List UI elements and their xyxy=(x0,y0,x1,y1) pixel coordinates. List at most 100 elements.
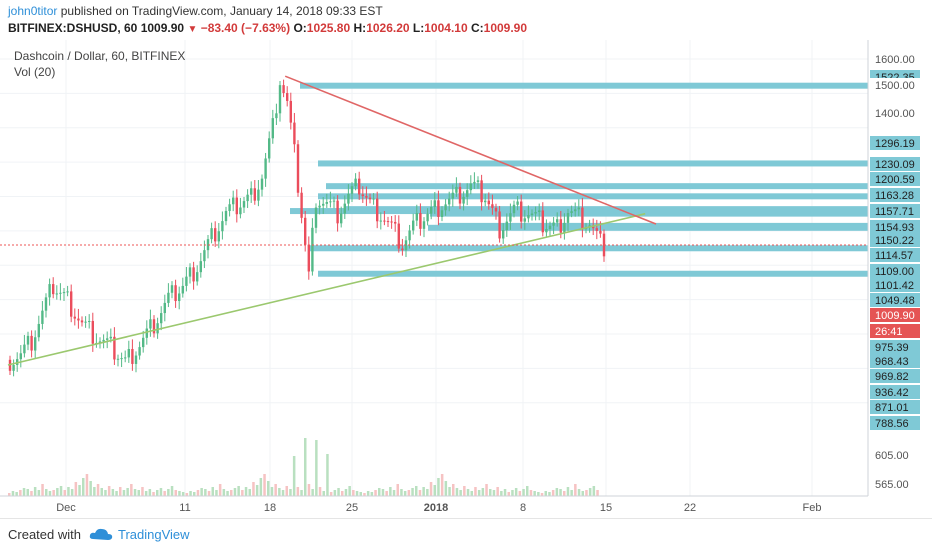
candle-body xyxy=(242,201,246,208)
candle-body xyxy=(275,113,278,119)
chart-legend: Dashcoin / Dollar, 60, BITFINEX Vol (20) xyxy=(14,48,185,80)
candle-body xyxy=(401,248,404,251)
candle-body xyxy=(516,201,519,205)
candle-body xyxy=(311,227,314,272)
legend-volume: Vol (20) xyxy=(14,65,56,79)
candle-body xyxy=(534,211,537,214)
candle-body xyxy=(390,221,393,223)
volume-bar xyxy=(370,492,374,496)
volume-bar xyxy=(111,489,115,496)
volume-bar xyxy=(503,489,507,496)
x-axis-label: 8 xyxy=(520,502,526,514)
candle-body xyxy=(246,194,249,202)
candle-body xyxy=(217,231,220,242)
price-chart[interactable]: 1600.001522.351500.001400.001296.191230.… xyxy=(0,40,932,518)
volume-bar xyxy=(259,478,263,496)
candle-body xyxy=(433,200,436,208)
volume-bar xyxy=(230,490,233,496)
volume-bar xyxy=(459,490,462,496)
candle-body xyxy=(505,221,508,231)
y-axis-label-bg xyxy=(870,324,920,338)
volume-bar xyxy=(326,454,329,496)
volume-bar xyxy=(215,490,218,496)
y-axis-label: 1230.09 xyxy=(875,159,915,171)
x-axis-label: 18 xyxy=(264,502,276,514)
candle-body xyxy=(415,213,418,221)
volume-bar xyxy=(548,492,551,496)
volume-bar xyxy=(37,490,41,496)
volume-bar xyxy=(551,490,555,496)
volume-bar xyxy=(514,488,518,496)
candle-body xyxy=(30,335,33,351)
volume-bar xyxy=(248,489,251,496)
volume-bar xyxy=(59,486,63,496)
candle-body xyxy=(131,348,134,364)
close-value: 1009.90 xyxy=(483,21,528,35)
published-text: published on TradingView.com, January 14… xyxy=(60,4,383,18)
volume-bar xyxy=(537,492,540,496)
volume-bar xyxy=(429,482,433,496)
y-axis-label-bg xyxy=(870,136,920,150)
y-axis-label: 1150.22 xyxy=(875,235,914,247)
volume-bar xyxy=(178,491,181,496)
volume-bar xyxy=(348,486,351,496)
author-link[interactable]: john0titor xyxy=(8,4,58,18)
tradingview-logo-text[interactable]: TradingView xyxy=(118,527,190,542)
horizontal-level-bar xyxy=(428,224,868,231)
candle-body xyxy=(386,221,390,223)
volume-bar xyxy=(304,438,307,496)
candle-body xyxy=(307,244,310,272)
candle-body xyxy=(224,210,228,222)
volume-bar xyxy=(82,478,85,496)
y-axis-label: 1114.57 xyxy=(875,250,913,262)
candle-body xyxy=(188,267,192,277)
candle-body xyxy=(228,204,231,211)
chart-area[interactable]: 1600.001522.351500.001400.001296.191230.… xyxy=(0,40,932,518)
y-axis-label-bg xyxy=(870,293,920,307)
candle-body xyxy=(340,213,343,224)
volume-bar xyxy=(374,490,377,496)
y-axis-label-bg xyxy=(870,416,920,430)
volume-bar xyxy=(307,484,311,496)
y-axis-label: 1600.00 xyxy=(875,54,915,66)
y-axis-label: 1101.42 xyxy=(875,280,914,292)
candle-body xyxy=(77,318,80,321)
candle-body xyxy=(368,197,372,200)
candle-body xyxy=(167,292,170,303)
candle-body xyxy=(70,291,73,317)
candle-body xyxy=(566,213,570,223)
volume-bar xyxy=(596,490,599,496)
volume-bar xyxy=(526,486,529,496)
candle-body xyxy=(80,320,84,323)
candle-body xyxy=(491,204,494,208)
y-axis-label-bg xyxy=(870,172,920,186)
volume-bar xyxy=(574,484,577,496)
candle-body xyxy=(300,192,303,218)
y-axis-label: 26:41 xyxy=(875,326,903,338)
candle-body xyxy=(577,207,580,210)
candle-body xyxy=(512,204,516,214)
candle-body xyxy=(361,194,364,197)
candle-body xyxy=(250,188,253,195)
candle-body xyxy=(538,210,541,212)
volume-bar xyxy=(237,486,240,496)
horizontal-level-bar xyxy=(310,245,868,252)
candle-body xyxy=(548,225,552,230)
candle-body xyxy=(109,336,112,339)
y-axis-label-bg xyxy=(870,477,920,491)
candle-body xyxy=(440,210,444,217)
volume-bar xyxy=(315,440,318,496)
candle-body xyxy=(203,250,206,262)
candle-body xyxy=(196,272,199,282)
x-axis-label: 25 xyxy=(346,502,358,514)
candle-body xyxy=(527,215,530,219)
candle-body xyxy=(134,355,138,364)
volume-bar xyxy=(440,474,444,496)
x-axis-label: 15 xyxy=(600,502,612,514)
candle-body xyxy=(379,220,382,222)
candle-body xyxy=(466,190,469,197)
candle-body xyxy=(178,293,181,302)
candle-body xyxy=(372,198,375,200)
candle-body xyxy=(397,223,400,249)
volume-bar xyxy=(559,489,562,496)
